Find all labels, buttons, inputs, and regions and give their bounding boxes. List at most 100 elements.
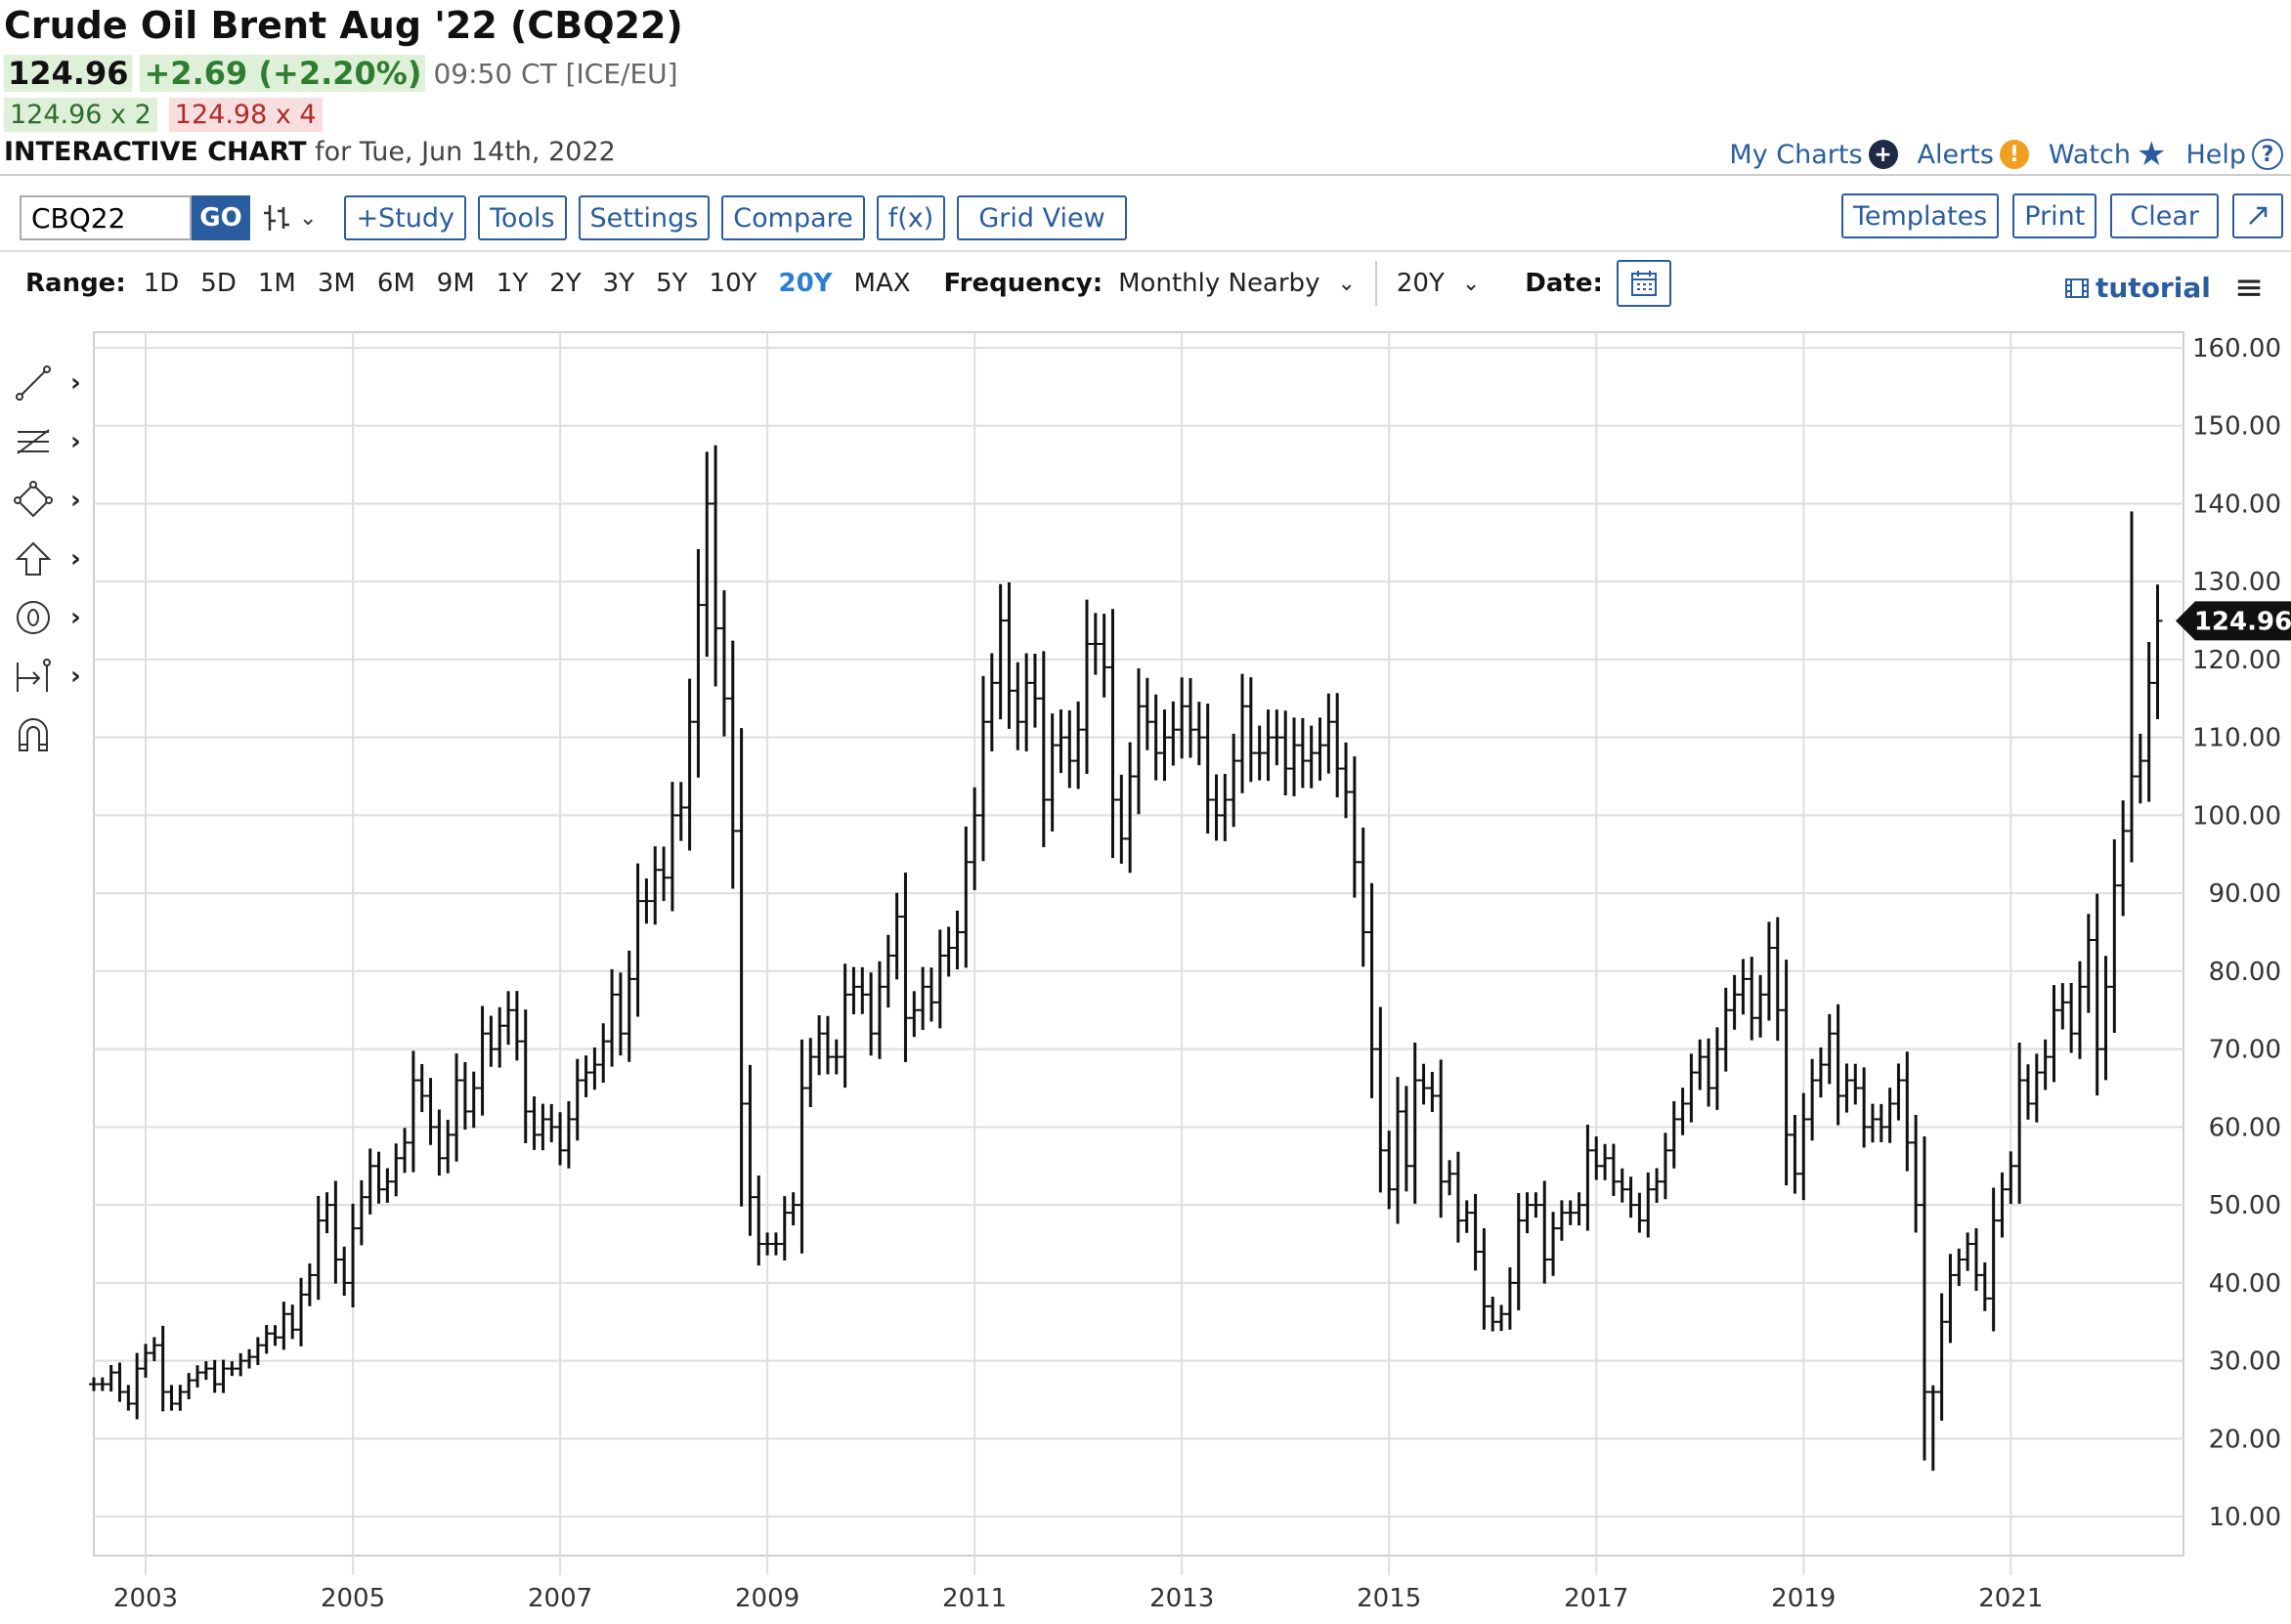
period-select[interactable]: 20Y ⌄ (1397, 269, 1480, 298)
y-tick-label: 40.00 (2209, 1269, 2281, 1299)
ohlc-bar (2049, 985, 2059, 1083)
ohlc-bar (2022, 1064, 2033, 1120)
my-charts-link[interactable]: My Charts + (1729, 140, 1898, 170)
ohlc-bar (1711, 1027, 1722, 1110)
y-tick-label: 60.00 (2209, 1113, 2281, 1142)
ohlc-bar (1125, 742, 1136, 874)
ohlc-bar (961, 826, 972, 968)
ohlc-bar (2118, 800, 2129, 917)
range-options: 1D 5D 1M 3M 6M 9M 1Y 2Y 3Y 5Y 10Y 20Y MAX (144, 269, 932, 298)
magnet-icon (19, 718, 48, 751)
ohlc-bar (1116, 774, 1127, 864)
alerts-link[interactable]: Alerts ! (1918, 140, 2029, 170)
tool-magnet[interactable] (14, 705, 81, 764)
y-tick-label: 30.00 (2209, 1347, 2281, 1377)
ohlc-bar (1409, 1042, 1420, 1204)
ohlc-bar (2074, 961, 2085, 1059)
ohlc-bar (711, 445, 721, 687)
range-option-10y[interactable]: 10Y (709, 269, 757, 298)
range-option-5d[interactable]: 5D (200, 269, 237, 298)
range-option-1m[interactable]: 1M (257, 269, 296, 298)
ohlc-bar (1582, 1124, 1593, 1231)
price-chart[interactable]: 10.00 20.00 30.00 40.00 50.00 60.00 70.00 80.00… (0, 322, 2291, 1624)
range-option-1d[interactable]: 1D (143, 269, 180, 298)
bar-type-selector[interactable]: ⌄ (262, 201, 317, 235)
range-option-6m[interactable]: 6M (376, 269, 415, 298)
quote-time: 09:50 CT [ICE/EU] (433, 57, 678, 90)
expand-icon (2249, 206, 2268, 225)
x-tick-label: 2015 (1357, 1584, 1421, 1613)
range-option-5y[interactable]: 5Y (656, 269, 688, 298)
y-tick-label: 160.00 (2192, 334, 2281, 363)
ohlc-bar (400, 1128, 411, 1174)
ohlc-bar (788, 1192, 799, 1226)
fx-button[interactable]: f(x) (876, 195, 946, 240)
ohlc-bar (209, 1359, 220, 1393)
ohlc-bar (1979, 1261, 1990, 1311)
tutorial-area: tutorial ≡ (2064, 268, 2264, 308)
x-tick-label: 2019 (1771, 1584, 1836, 1613)
clear-button[interactable]: Clear (2110, 193, 2219, 238)
compare-button[interactable]: Compare (721, 195, 865, 240)
date-picker-button[interactable] (1616, 260, 1671, 307)
study-button[interactable]: +Study (344, 195, 467, 240)
ohlc-bar (452, 1053, 462, 1162)
range-option-2y[interactable]: 2Y (549, 269, 582, 298)
tool-line[interactable]: › (14, 354, 81, 412)
ohlc-bar (1401, 1086, 1411, 1192)
range-option-20y[interactable]: 20Y (778, 269, 833, 298)
ohlc-bar (546, 1103, 557, 1142)
ohlc-bar (193, 1365, 203, 1388)
ohlc-bar (900, 872, 911, 1062)
ohlc-bar (1677, 1088, 1688, 1135)
ohlc-bar (1954, 1248, 1965, 1287)
grid-view-button[interactable]: Grid View (957, 195, 1127, 240)
range-option-9m[interactable]: 9M (436, 269, 475, 298)
range-option-1y[interactable]: 1Y (496, 269, 529, 298)
ohlc-bar (330, 1180, 341, 1284)
ohlc-bar (866, 972, 877, 1056)
ohlc-bar (1375, 1006, 1386, 1193)
y-tick-label: 50.00 (2209, 1191, 2281, 1220)
go-button[interactable]: GO (192, 195, 250, 240)
expand-button[interactable] (2232, 193, 2283, 238)
ohlc-bar (123, 1385, 134, 1411)
watch-link[interactable]: Watch ★ (2049, 135, 2167, 174)
help-link[interactable]: Help ? (2185, 139, 2283, 170)
ohlc-bar (503, 991, 514, 1046)
templates-button[interactable]: Templates (1840, 193, 2000, 238)
tool-shapes[interactable]: › (14, 471, 81, 530)
tutorial-link[interactable]: tutorial (2064, 272, 2211, 304)
tool-fib[interactable]: › (14, 412, 81, 471)
chart-date: for Tue, Jun 14th, 2022 (315, 137, 616, 167)
range-option-3m[interactable]: 3M (317, 269, 356, 298)
ohlc-bar (1099, 614, 1109, 698)
ohlc-bar (1720, 987, 1731, 1072)
tool-text[interactable]: › (14, 588, 81, 647)
ohlc-bar (1323, 693, 1334, 774)
ohlc-bar (1332, 693, 1343, 797)
ohlc-bar (1263, 709, 1274, 782)
ohlc-bar (1695, 1039, 1706, 1090)
symbol-input[interactable] (20, 195, 192, 240)
ohlc-bar (425, 1078, 436, 1145)
frequency-select[interactable]: Monthly Nearby ⌄ (1118, 269, 1356, 298)
print-button[interactable]: Print (2012, 193, 2097, 238)
ohlc-bar (287, 1304, 298, 1340)
ohlc-bar (607, 968, 618, 1067)
tools-button[interactable]: Tools (478, 195, 567, 240)
tool-measure[interactable]: › (14, 647, 81, 705)
range-option-3y[interactable]: 3Y (602, 269, 635, 298)
last-price: 124.96 (4, 55, 133, 92)
frequency-label: Frequency: (943, 269, 1103, 298)
range-option-max[interactable]: MAX (853, 269, 911, 298)
ohlc-bar (1841, 1063, 1852, 1113)
ohlc-bar (227, 1361, 238, 1377)
x-tick-label: 2017 (1564, 1584, 1628, 1613)
ohlc-bar (1064, 709, 1075, 789)
y-tick-label: 90.00 (2209, 879, 2281, 909)
menu-icon[interactable]: ≡ (2233, 268, 2264, 308)
settings-button[interactable]: Settings (578, 195, 711, 240)
tool-arrows[interactable]: › (14, 530, 81, 588)
ohlc-bar (918, 966, 929, 1030)
